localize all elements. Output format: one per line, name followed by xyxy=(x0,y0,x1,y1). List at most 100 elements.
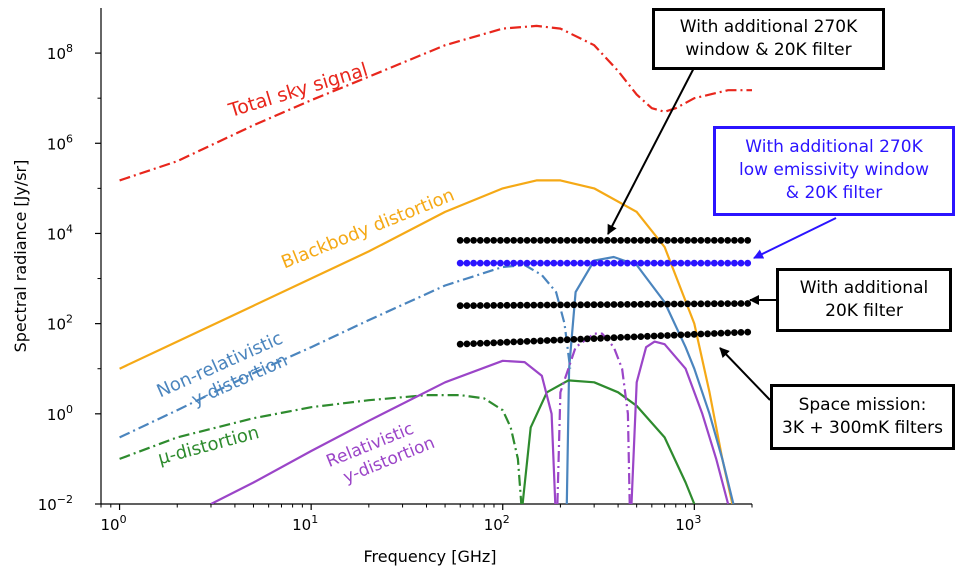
data-point xyxy=(617,259,625,267)
data-point xyxy=(624,333,631,341)
data-point xyxy=(563,237,571,244)
data-point xyxy=(731,329,738,336)
data-point xyxy=(717,300,725,308)
data-point xyxy=(690,259,698,267)
x-tick-label: 100 xyxy=(101,513,127,534)
x-tick-label: 103 xyxy=(675,513,701,534)
data-point xyxy=(710,237,718,244)
data-point xyxy=(510,338,518,346)
data-point xyxy=(630,333,638,341)
data-point xyxy=(577,259,584,267)
data-point xyxy=(737,237,745,244)
series-line xyxy=(565,255,735,504)
data-point xyxy=(470,302,477,309)
data-point xyxy=(744,328,752,336)
callout-line: 20K filter xyxy=(825,301,903,321)
data-point xyxy=(543,259,551,267)
data-point xyxy=(456,237,464,244)
data-point xyxy=(717,259,725,267)
data-point xyxy=(637,333,645,340)
data-point xyxy=(590,237,598,244)
data-point xyxy=(650,259,658,267)
data-point xyxy=(650,332,658,340)
data-point xyxy=(483,339,491,347)
data-point xyxy=(583,335,591,343)
data-point xyxy=(690,330,698,338)
data-point xyxy=(463,237,471,244)
data-point xyxy=(677,259,685,267)
data-point xyxy=(657,259,665,267)
callout-270k-low-emissivity: With additional 270K low emissivity wind… xyxy=(713,126,955,216)
data-point xyxy=(670,259,678,267)
data-point xyxy=(697,259,705,267)
data-point xyxy=(710,330,718,337)
data-point xyxy=(523,237,531,244)
data-point xyxy=(483,237,491,244)
callout-line: Space mission: xyxy=(798,395,927,415)
data-point xyxy=(677,300,685,308)
data-point xyxy=(530,301,538,309)
data-point xyxy=(690,300,698,308)
data-point xyxy=(664,259,671,267)
callout-arrow-4 xyxy=(719,347,771,401)
data-point xyxy=(550,237,558,244)
data-point xyxy=(637,300,645,308)
series-line xyxy=(521,379,696,504)
data-point xyxy=(463,340,471,348)
data-point xyxy=(617,334,625,341)
x-axis-title: Frequency [GHz] xyxy=(363,547,496,566)
data-point xyxy=(737,300,745,307)
data-point xyxy=(731,259,738,267)
data-point xyxy=(724,259,732,267)
data-point xyxy=(570,301,578,309)
data-point xyxy=(530,337,538,345)
data-point xyxy=(463,259,471,267)
data-point xyxy=(630,237,638,244)
data-point xyxy=(744,237,752,244)
data-point xyxy=(603,259,611,267)
data-point xyxy=(637,237,645,244)
data-point xyxy=(537,337,544,345)
data-point xyxy=(644,332,651,340)
data-point xyxy=(670,237,678,244)
data-point xyxy=(570,336,578,343)
data-point xyxy=(523,338,531,345)
series-label: Relativisticy-distortion xyxy=(324,413,438,491)
data-point xyxy=(637,259,645,267)
data-point xyxy=(684,259,691,267)
data-point xyxy=(744,259,752,267)
data-point xyxy=(503,301,511,309)
data-point xyxy=(523,301,531,309)
data-point xyxy=(543,337,551,344)
data-point xyxy=(510,237,518,244)
callout-line: With additional 270K xyxy=(745,137,923,157)
y-tick-label: 106 xyxy=(47,132,73,153)
data-point xyxy=(530,259,538,267)
data-point xyxy=(690,237,698,244)
series-label: Blackbody distortion xyxy=(278,185,457,274)
callout-20k-filter: With additional 20K filter xyxy=(776,268,952,332)
data-point xyxy=(590,335,598,342)
callout-space-mission: Space mission: 3K + 300mK filters xyxy=(770,384,955,450)
data-point xyxy=(517,259,524,267)
data-point xyxy=(677,331,685,339)
data-point xyxy=(597,334,604,342)
data-point xyxy=(630,259,638,267)
callout-270k-window: With additional 270K window & 20K filter xyxy=(652,8,885,70)
series-line xyxy=(119,263,572,439)
data-point xyxy=(603,334,611,342)
data-point xyxy=(650,237,658,244)
data-point xyxy=(704,259,711,267)
data-point xyxy=(724,237,732,244)
data-point xyxy=(717,237,725,244)
data-point xyxy=(577,237,584,244)
data-point xyxy=(697,300,705,308)
data-point xyxy=(710,300,718,308)
series-line xyxy=(630,340,730,504)
data-point xyxy=(610,334,618,342)
data-point xyxy=(630,301,638,308)
data-point xyxy=(704,237,711,244)
data-point xyxy=(550,259,558,267)
data-point xyxy=(557,259,564,267)
callout-line: With additional 270K xyxy=(679,17,858,37)
